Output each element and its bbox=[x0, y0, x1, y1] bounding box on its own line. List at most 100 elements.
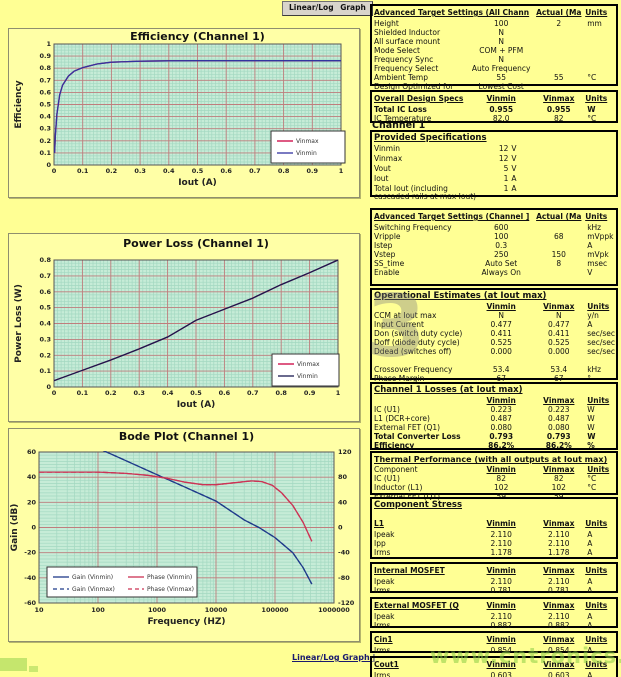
column-header-vinmax: Vinmax bbox=[543, 302, 575, 311]
linear-log-graph-bottom-link[interactable]: Linear/Log Graph | bbox=[292, 653, 376, 662]
svg-text:0.2: 0.2 bbox=[106, 167, 118, 175]
column-header-units: Units bbox=[585, 566, 608, 575]
svg-text:-120: -120 bbox=[338, 599, 355, 607]
svg-text:0: 0 bbox=[52, 167, 57, 175]
svg-text:120: 120 bbox=[338, 448, 352, 456]
column-header-vinmax: Vinmax bbox=[543, 601, 575, 610]
external-mosfet-table: External MOSFET (Q Vinmin Vinmax Units I… bbox=[370, 597, 618, 630]
table-title: External MOSFET (Q bbox=[374, 601, 459, 610]
table-row: Ipeak 2.110 2.110 A bbox=[374, 612, 593, 621]
svg-text:Phase (Vinmin): Phase (Vinmin) bbox=[147, 574, 192, 581]
linear-log-graph-button[interactable]: Linear/Log Graph bbox=[282, 1, 373, 16]
table-row: IC (U1) 0.223 0.223 W bbox=[374, 405, 595, 414]
svg-text:0.9: 0.9 bbox=[307, 167, 319, 175]
sub-table-title-l1: L1 bbox=[374, 519, 384, 528]
cin1-table: Cin1 Vinmin Vinmax Units Irms 0.854 0.854 A bbox=[370, 631, 618, 655]
column-header-units: Units bbox=[585, 8, 608, 17]
column-header-vinmin: Vinmin bbox=[486, 519, 516, 528]
table-row: Crossover Frequency 53.4 53.4 kHz bbox=[374, 365, 602, 374]
column-header-units: Units bbox=[585, 635, 608, 644]
column-header-actual: Actual (Ma bbox=[536, 212, 582, 221]
svg-text:60: 60 bbox=[27, 448, 37, 456]
table-row: Ipp 2.110 2.110 A bbox=[374, 539, 593, 548]
power-loss-chart-panel: Power Loss (Channel 1) 0 0.1 0.2 0.3 0.4 0.5 0.… bbox=[8, 233, 360, 422]
column-header-vinmin: Vinmin bbox=[486, 566, 516, 575]
svg-text:0.7: 0.7 bbox=[39, 272, 51, 280]
advanced-target-settings-channel-table: Advanced Target Settings (Channel ] Actu… bbox=[370, 208, 618, 286]
table-row: Irms 0.854 0.854 A bbox=[374, 646, 593, 655]
svg-text:Frequency (HZ): Frequency (HZ) bbox=[147, 617, 225, 627]
table-row: Inductor (L1) 102 102 °C bbox=[374, 483, 597, 492]
svg-text:0.1: 0.1 bbox=[39, 367, 51, 375]
graph-link[interactable]: Graph bbox=[340, 3, 366, 12]
svg-text:0.4: 0.4 bbox=[39, 320, 51, 328]
table-row: Total Iout (including cascaded rails at … bbox=[374, 184, 517, 201]
svg-text:0.4: 0.4 bbox=[39, 113, 51, 121]
table-row: Total IC Loss 0.955 0.955 W bbox=[374, 105, 596, 114]
table-row: Vstep 250 150 mVpk bbox=[374, 250, 609, 259]
svg-text:0.1: 0.1 bbox=[77, 389, 89, 397]
table-row: External FET (Q1) 0.080 0.080 W bbox=[374, 423, 595, 432]
column-header-vinmax: Vinmax bbox=[543, 396, 575, 405]
table-row: Ambient Temp 55 55 °C bbox=[374, 73, 597, 82]
svg-text:-80: -80 bbox=[338, 574, 350, 582]
table-row: Frequency Select Auto Frequency bbox=[374, 64, 531, 73]
svg-text:Vinmax: Vinmax bbox=[297, 361, 320, 368]
svg-text:100: 100 bbox=[91, 606, 105, 614]
table-row: Vripple 100 68 mVppk bbox=[374, 232, 614, 241]
svg-text:40: 40 bbox=[27, 473, 37, 481]
svg-text:10000: 10000 bbox=[205, 606, 228, 614]
table-row: SS_time Auto Set 8 msec bbox=[374, 259, 608, 268]
column-header-vinmax: Vinmax bbox=[543, 635, 575, 644]
linear-log-link[interactable]: Linear/Log bbox=[289, 3, 334, 12]
svg-text:0.5: 0.5 bbox=[190, 389, 202, 397]
svg-text:Efficiency: Efficiency bbox=[14, 80, 24, 128]
svg-text:0.1: 0.1 bbox=[77, 167, 89, 175]
column-header-vinmin: Vinmin bbox=[486, 660, 516, 669]
svg-text:0.8: 0.8 bbox=[39, 256, 51, 264]
power-loss-chart: Power Loss (Channel 1) 0 0.1 0.2 0.3 0.4 0.5 0.… bbox=[14, 237, 341, 410]
cout1-table: Cout1 Vinmin Vinmax Units Irms 0.603 0.603… bbox=[370, 656, 618, 677]
column-header-units: Units bbox=[585, 519, 608, 528]
svg-text:0.3: 0.3 bbox=[134, 167, 146, 175]
table-row: Efficiency 86.2% 86.2%% bbox=[374, 441, 595, 450]
svg-text:1000: 1000 bbox=[148, 606, 167, 614]
svg-text:Vinmin: Vinmin bbox=[297, 373, 318, 380]
svg-text:0: 0 bbox=[31, 524, 36, 532]
svg-text:Efficiency (Channel 1): Efficiency (Channel 1) bbox=[130, 30, 265, 43]
table-title: Cin1 bbox=[374, 635, 393, 644]
svg-text:Gain (Vinmin): Gain (Vinmin) bbox=[72, 574, 113, 581]
svg-text:0.5: 0.5 bbox=[39, 101, 51, 109]
svg-text:0: 0 bbox=[52, 389, 57, 397]
svg-text:Gain (Vinmax): Gain (Vinmax) bbox=[72, 586, 115, 593]
column-header-units: Units bbox=[585, 212, 608, 221]
svg-text:0.6: 0.6 bbox=[219, 389, 231, 397]
svg-text:0.6: 0.6 bbox=[39, 88, 51, 96]
svg-text:0.9: 0.9 bbox=[39, 52, 51, 60]
column-header-units: Units bbox=[587, 396, 610, 405]
table-row: Ipeak 2.110 2.110 A bbox=[374, 577, 593, 586]
svg-text:0.3: 0.3 bbox=[39, 335, 51, 343]
svg-text:1000000: 1000000 bbox=[318, 606, 350, 614]
table-row: Irms 0.603 0.603 A bbox=[374, 671, 593, 677]
svg-text:0.7: 0.7 bbox=[247, 389, 259, 397]
column-header-vinmax: Vinmax bbox=[543, 519, 575, 528]
table-row: Don (switch duty cycle) 0.411 0.411 sec/sec bbox=[374, 329, 616, 338]
svg-text:Iout (A): Iout (A) bbox=[177, 400, 216, 410]
svg-text:Phase (Vinmax): Phase (Vinmax) bbox=[147, 586, 194, 593]
svg-text:0: 0 bbox=[46, 161, 51, 169]
svg-text:0.4: 0.4 bbox=[163, 167, 175, 175]
table-row: Mode Select COM + PFM bbox=[374, 46, 524, 55]
column-header-units: Units bbox=[587, 465, 610, 474]
channel-1-heading: Channel 1 bbox=[372, 120, 426, 131]
bode-plot-chart: Bode Plot (Channel 1) 10 100 1000 10000 10000… bbox=[10, 430, 355, 627]
table-row: Ddead (switches off) 0.000 0.000 sec/sec bbox=[374, 347, 616, 356]
table-row: Vout 5 V bbox=[374, 164, 517, 173]
table-row: Shielded Inductor N bbox=[374, 28, 504, 37]
bode-plot-chart-panel: Bode Plot (Channel 1) 10 100 1000 10000 10000… bbox=[8, 428, 360, 642]
svg-text:-60: -60 bbox=[24, 599, 36, 607]
table-row: Ipeak 2.110 2.110 A bbox=[374, 530, 593, 539]
table-title: Provided Specifications bbox=[374, 133, 487, 143]
